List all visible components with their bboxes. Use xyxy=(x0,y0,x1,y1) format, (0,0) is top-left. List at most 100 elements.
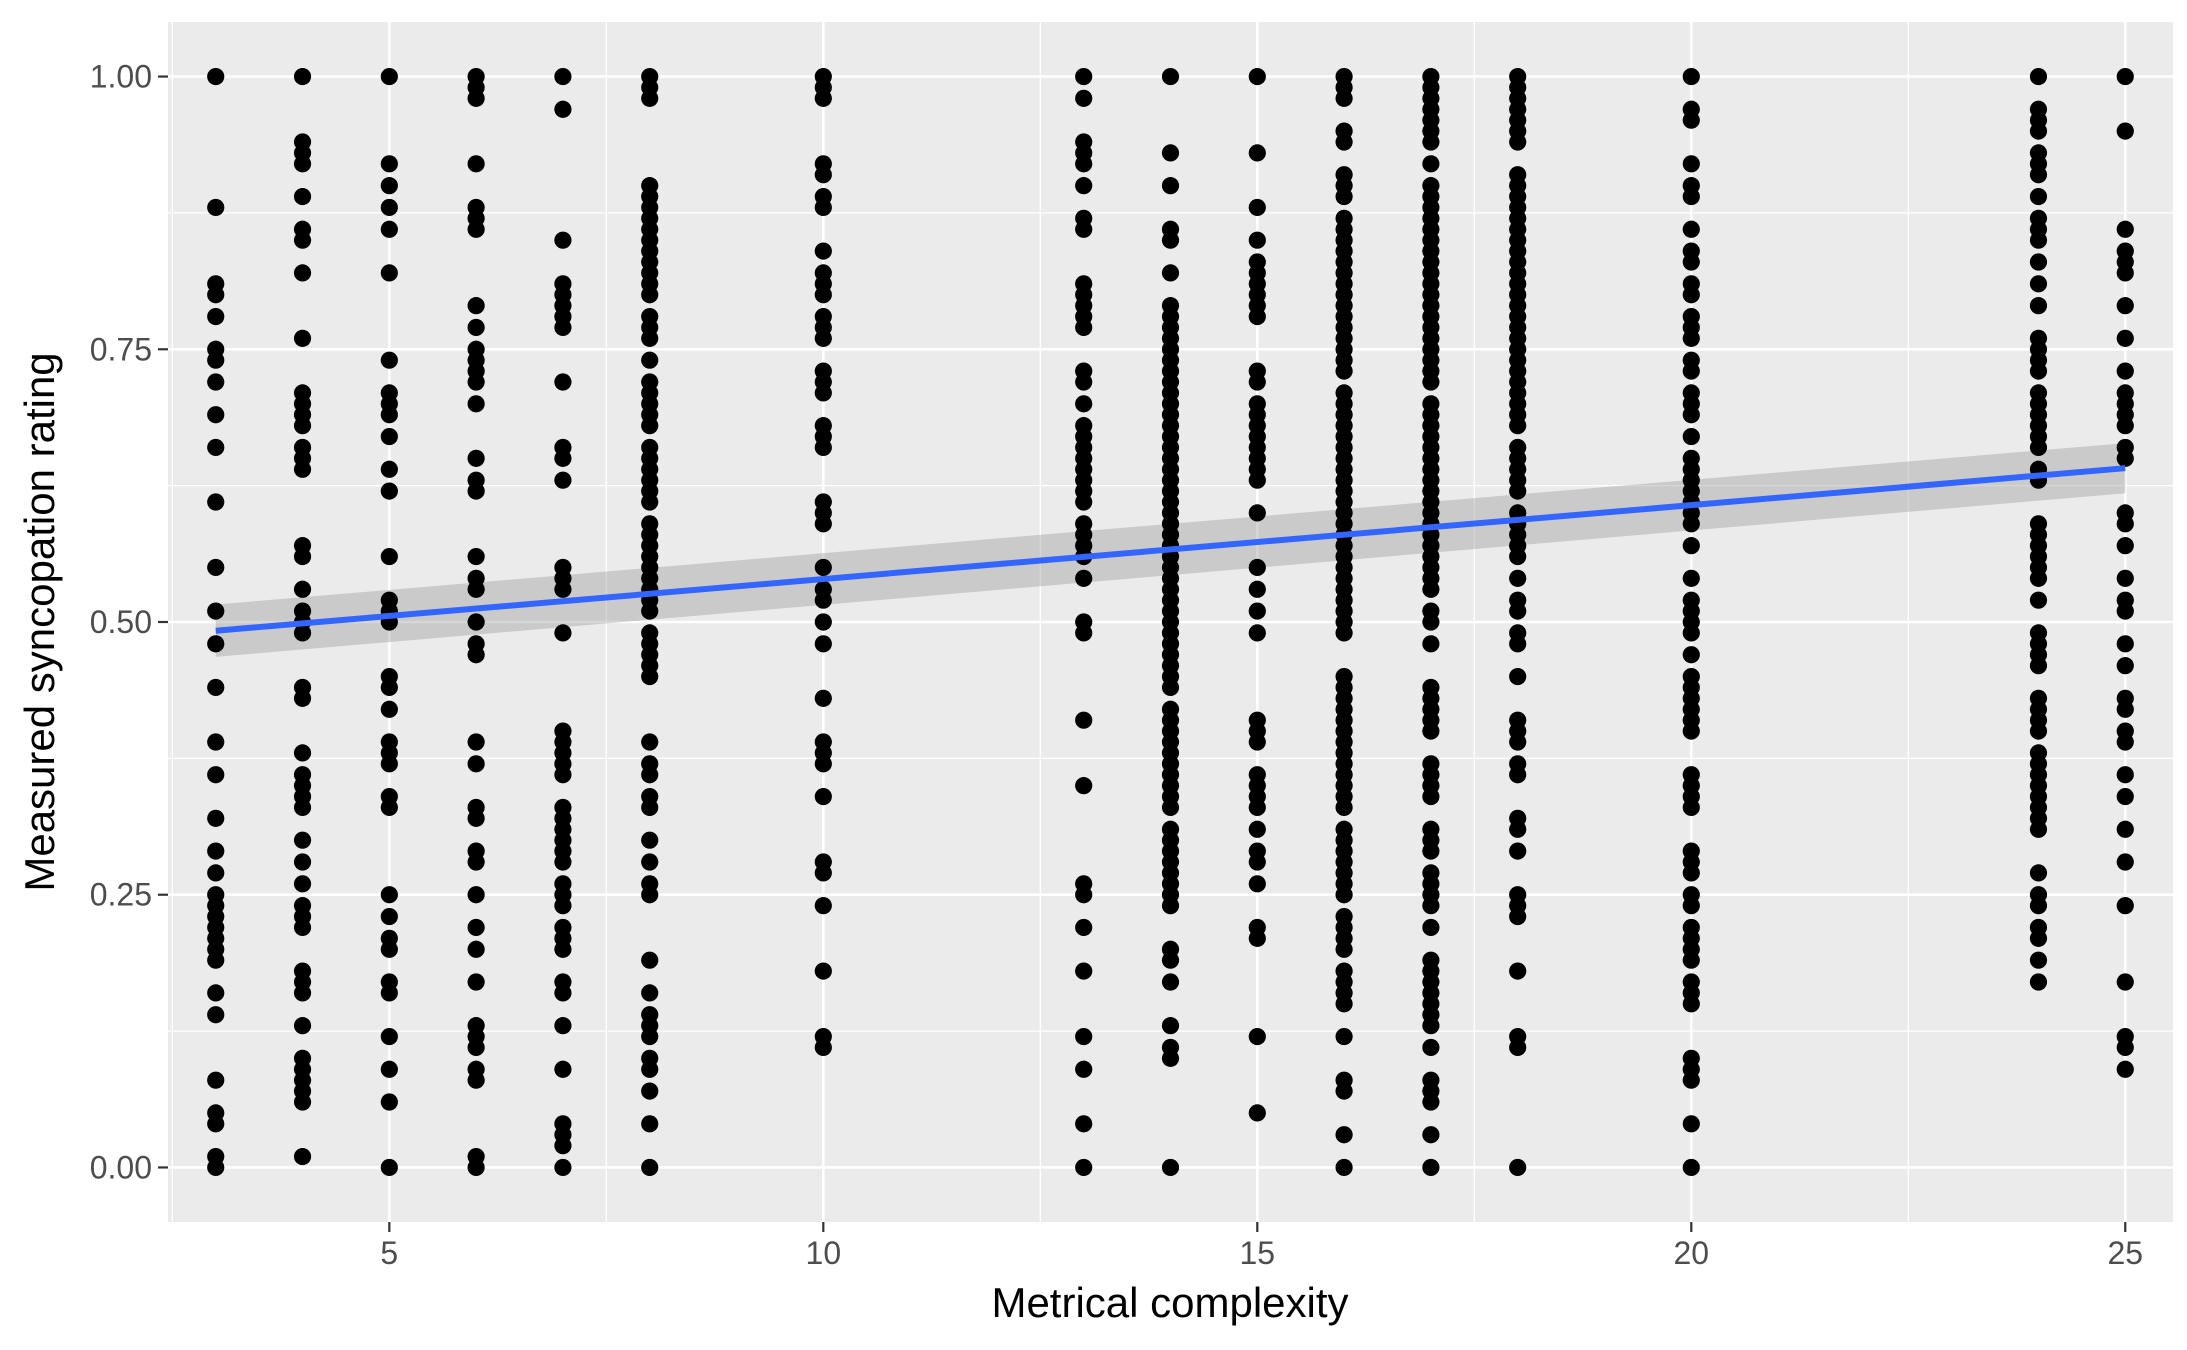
data-point xyxy=(814,166,832,184)
data-point xyxy=(1682,1071,1700,1089)
data-point xyxy=(1422,1158,1440,1177)
data-point xyxy=(641,417,659,435)
data-point xyxy=(1335,187,1353,206)
data-point xyxy=(1161,951,1180,969)
data-point xyxy=(641,493,659,511)
data-point xyxy=(1075,318,1093,337)
data-point xyxy=(380,1027,398,1046)
data-point xyxy=(207,406,225,424)
data-point xyxy=(1161,897,1180,915)
data-point xyxy=(1509,667,1527,686)
data-point xyxy=(814,329,832,347)
data-point xyxy=(554,984,572,1002)
data-point xyxy=(2116,569,2134,587)
data-point xyxy=(814,1038,832,1057)
data-point xyxy=(554,580,572,598)
data-point xyxy=(207,635,225,653)
data-point xyxy=(293,689,312,707)
data-point xyxy=(554,940,572,958)
data-point xyxy=(2116,700,2134,718)
data-point xyxy=(467,318,485,337)
data-point xyxy=(2029,275,2048,293)
data-point xyxy=(380,482,398,500)
data-point xyxy=(1422,580,1440,598)
data-point xyxy=(2029,438,2048,457)
data-point xyxy=(1509,133,1527,151)
data-point xyxy=(1335,1027,1353,1046)
data-point xyxy=(554,318,572,337)
data-point xyxy=(1509,602,1527,620)
data-point xyxy=(293,1093,312,1111)
data-point xyxy=(2116,220,2134,238)
data-point xyxy=(467,482,485,500)
data-point xyxy=(1682,515,1700,533)
fit-line xyxy=(215,465,2126,634)
data-point xyxy=(814,515,832,533)
x-tick-label: 10 xyxy=(806,1235,842,1271)
data-point xyxy=(1682,864,1700,882)
data-point xyxy=(554,449,572,467)
data-point xyxy=(1422,787,1440,806)
data-point xyxy=(2116,537,2134,555)
data-point xyxy=(1682,155,1700,173)
data-point xyxy=(380,220,398,238)
data-point xyxy=(1248,231,1266,249)
data-point xyxy=(467,940,485,958)
data-point xyxy=(814,689,832,707)
data-point xyxy=(380,940,398,958)
data-point xyxy=(293,831,312,849)
data-point xyxy=(467,155,485,173)
data-point xyxy=(293,417,312,435)
data-point xyxy=(2029,864,2048,882)
data-point xyxy=(2029,591,2048,609)
data-point xyxy=(554,1158,572,1177)
data-point xyxy=(641,667,659,686)
data-point xyxy=(1335,89,1353,107)
data-point xyxy=(1509,1038,1527,1057)
data-point xyxy=(2116,657,2134,675)
data-point xyxy=(641,351,659,369)
data-point xyxy=(1509,547,1527,566)
data-point xyxy=(380,67,398,86)
data-point xyxy=(2116,67,2134,86)
data-point xyxy=(2029,929,2048,947)
data-point xyxy=(207,493,225,511)
data-point xyxy=(467,373,485,391)
data-point xyxy=(467,297,485,315)
data-point xyxy=(293,1147,312,1166)
data-point xyxy=(1509,820,1527,838)
data-point xyxy=(1075,624,1093,642)
data-point xyxy=(1335,798,1353,817)
data-point xyxy=(380,460,398,478)
data-point xyxy=(814,864,832,882)
data-point xyxy=(293,918,312,937)
data-point xyxy=(2116,853,2134,871)
data-point xyxy=(380,700,398,718)
data-point xyxy=(641,89,659,107)
data-point xyxy=(2029,253,2048,271)
data-point xyxy=(380,886,398,904)
data-point xyxy=(641,766,659,784)
data-point xyxy=(1509,842,1527,860)
data-point xyxy=(1682,253,1700,271)
data-point xyxy=(814,755,832,773)
data-point xyxy=(1422,133,1440,151)
data-point xyxy=(1248,1104,1266,1122)
data-point xyxy=(293,798,312,817)
data-point xyxy=(1682,722,1700,740)
data-point xyxy=(1075,155,1093,173)
data-point xyxy=(1682,569,1700,587)
data-point xyxy=(554,624,572,642)
data-point xyxy=(2029,187,2048,206)
data-point xyxy=(467,918,485,937)
data-point xyxy=(554,100,572,118)
data-point xyxy=(1075,1027,1093,1046)
data-point xyxy=(380,984,398,1002)
data-point xyxy=(1335,995,1353,1013)
data-point xyxy=(641,602,659,620)
data-point xyxy=(467,853,485,871)
data-point xyxy=(1422,155,1440,173)
data-point xyxy=(207,1115,225,1133)
data-point xyxy=(467,733,485,751)
data-point xyxy=(207,438,225,457)
